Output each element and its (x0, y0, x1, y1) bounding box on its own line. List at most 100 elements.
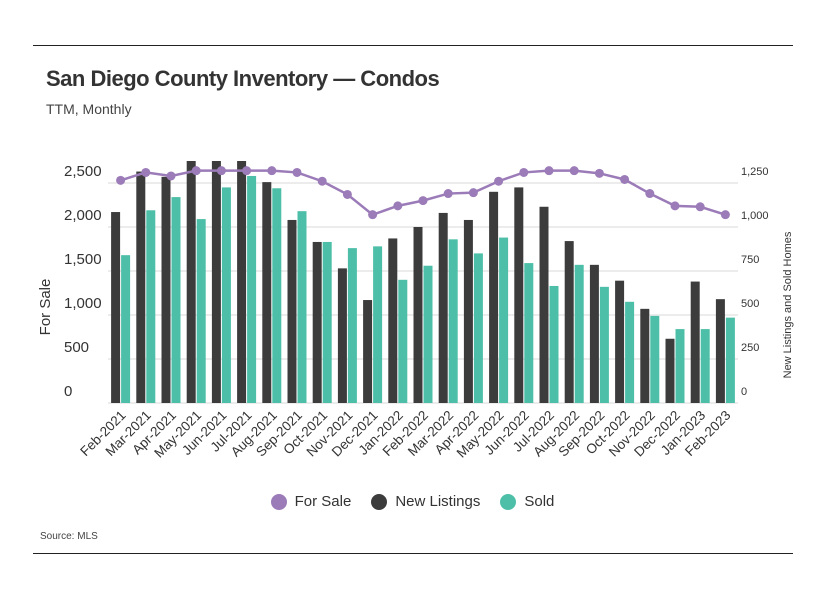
point-for-sale (242, 166, 252, 176)
point-for-sale (544, 166, 554, 176)
y-left-tick-label: 1,000 (64, 295, 102, 312)
source-note: Source: MLS (40, 531, 98, 542)
point-for-sale (292, 167, 302, 177)
bar-sold (725, 317, 735, 403)
y-left-tick-label: 1,500 (64, 251, 102, 268)
point-for-sale (519, 167, 529, 177)
bar-new-listings (715, 299, 725, 403)
y-left-tick-label: 0 (64, 383, 72, 400)
bottom-rule (33, 553, 793, 554)
y-right-tick-label: 1,000 (741, 210, 769, 222)
point-for-sale (393, 201, 403, 211)
point-for-sale (267, 166, 277, 176)
bar-new-listings (211, 161, 221, 403)
point-for-sale (468, 188, 478, 198)
legend-label-new-listings: New Listings (395, 493, 481, 510)
bar-sold (297, 211, 307, 403)
bar-sold (121, 255, 131, 403)
line-for-sale (120, 169, 726, 217)
bar-new-listings (589, 264, 599, 403)
bar-new-listings (665, 338, 675, 403)
bar-new-listings (237, 161, 247, 403)
y-right-tick-label: 500 (741, 298, 759, 310)
bar-new-listings (161, 176, 171, 403)
bar-new-listings (262, 182, 272, 403)
point-for-sale (342, 189, 352, 199)
chart-legend: For Sale New Listings Sold (0, 493, 825, 510)
bar-new-listings (388, 238, 398, 403)
top-rule (33, 45, 793, 46)
bar-new-listings (615, 280, 625, 403)
y-left-axis-title: For Sale (37, 279, 54, 336)
bar-new-listings (337, 268, 347, 403)
y-left-tick-label: 2,000 (64, 207, 102, 224)
bar-new-listings (413, 227, 423, 403)
bar-sold (625, 301, 635, 403)
bar-new-listings (287, 219, 297, 403)
bar-sold (423, 265, 433, 403)
bar-sold (221, 187, 231, 403)
bar-new-listings (514, 187, 524, 403)
chart-subtitle: TTM, Monthly (46, 101, 132, 117)
point-for-sale (116, 175, 126, 185)
legend-item-new-listings[interactable]: New Listings (371, 493, 480, 510)
point-for-sale (191, 166, 201, 176)
point-for-sale (620, 174, 630, 184)
bar-sold (473, 253, 483, 403)
bar-sold (272, 188, 282, 403)
bar-new-listings (564, 241, 574, 403)
bar-new-listings (640, 308, 650, 403)
bar-sold (247, 175, 257, 403)
legend-item-for-sale[interactable]: For Sale (270, 493, 352, 510)
bar-sold (146, 210, 156, 403)
legend-label-sold: Sold (524, 493, 555, 510)
bar-sold (322, 241, 332, 403)
point-for-sale (216, 166, 226, 176)
legend-label-for-sale: For Sale (294, 493, 352, 510)
point-for-sale (569, 166, 579, 176)
point-for-sale (317, 176, 327, 186)
point-for-sale (368, 210, 378, 220)
bar-sold (499, 237, 509, 403)
bar-sold (650, 315, 660, 403)
y-right-tick-label: 250 (741, 342, 759, 354)
y-right-tick-label: 750 (741, 254, 759, 266)
bar-sold (448, 239, 458, 403)
point-for-sale (494, 176, 504, 186)
point-for-sale (418, 196, 428, 206)
bar-sold (549, 285, 559, 403)
point-for-sale (443, 189, 453, 199)
y-right-tick-label: 1,250 (741, 166, 769, 178)
y-left-tick-label: 2,500 (64, 163, 102, 180)
legend-item-sold[interactable]: Sold (500, 493, 554, 510)
bar-new-listings (489, 191, 499, 403)
y-right-axis-title: New Listings and Sold Homes (782, 231, 794, 378)
bar-new-listings (539, 206, 549, 403)
chart-title: San Diego County Inventory — Condos (46, 66, 440, 91)
bar-sold (599, 286, 609, 403)
y-left-tick-label: 500 (64, 339, 89, 356)
bar-new-listings (136, 171, 146, 403)
legend-swatch-sold (500, 493, 517, 510)
bar-sold (700, 329, 710, 403)
y-right-tick-label: 0 (741, 386, 747, 398)
bar-sold (171, 197, 181, 403)
point-for-sale (594, 168, 604, 178)
bar-new-listings (463, 219, 473, 403)
legend-swatch-for-sale (270, 493, 287, 510)
bar-new-listings (690, 281, 700, 403)
point-for-sale (720, 210, 730, 220)
point-for-sale (670, 201, 680, 211)
bar-new-listings (312, 241, 322, 403)
bar-new-listings (111, 212, 121, 403)
point-for-sale (166, 171, 176, 181)
bar-sold (574, 264, 584, 403)
bar-new-listings (186, 161, 196, 403)
bar-sold (196, 219, 206, 403)
bar-new-listings (363, 300, 373, 403)
point-for-sale (141, 167, 151, 177)
bar-new-listings (438, 212, 448, 403)
legend-swatch-new-listings (371, 493, 388, 510)
bar-sold (398, 279, 408, 403)
